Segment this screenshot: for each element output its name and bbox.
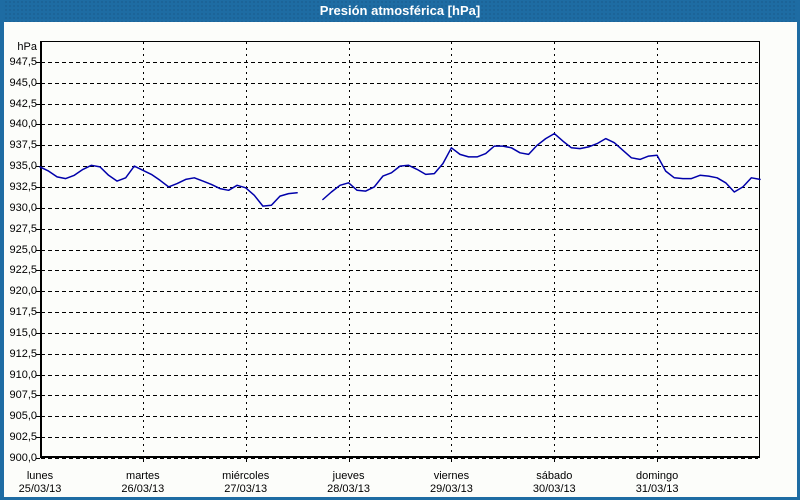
x-day-date: 27/03/13 bbox=[224, 483, 268, 495]
plot-box bbox=[36, 41, 761, 462]
window-title-bar: Presión atmosférica [hPa] bbox=[4, 0, 797, 22]
pressure-line bbox=[39, 164, 298, 207]
x-day-date: 28/03/13 bbox=[327, 483, 370, 495]
x-day-date: 29/03/13 bbox=[430, 483, 473, 495]
x-day-name: viernes bbox=[433, 470, 470, 482]
y-tick-label: 922,5 bbox=[9, 264, 37, 277]
y-tick-label: 910,0 bbox=[9, 368, 37, 381]
y-tick-label: 920,0 bbox=[9, 285, 37, 298]
x-day-name: lunes bbox=[26, 470, 54, 482]
y-axis-unit-label: hPa bbox=[17, 41, 37, 53]
x-day-date: 25/03/13 bbox=[18, 483, 62, 495]
y-tick-label: 927,5 bbox=[9, 222, 37, 235]
chart-area: hPa 947,5 945,0 942,5 940,0 937,5 935,0 932,5 9… bbox=[4, 22, 797, 497]
y-tick-label: 902,5 bbox=[9, 431, 37, 444]
pressure-chart-canvas bbox=[36, 41, 761, 462]
y-tick-label: 905,0 bbox=[9, 410, 37, 423]
gridlines bbox=[36, 42, 758, 462]
y-tick-label: 925,0 bbox=[9, 243, 37, 256]
window-title: Presión atmosférica [hPa] bbox=[319, 3, 481, 18]
x-day-date: 30/03/13 bbox=[532, 483, 576, 495]
y-tick-label: 915,0 bbox=[9, 326, 37, 339]
pressure-line bbox=[322, 132, 761, 201]
x-day-name: domingo bbox=[636, 470, 679, 482]
x-day-date: 26/03/13 bbox=[121, 483, 165, 495]
y-tick-label: 907,5 bbox=[9, 389, 37, 402]
y-tick-label: 917,5 bbox=[9, 306, 37, 319]
y-tick-label: 930,0 bbox=[9, 201, 37, 214]
x-day-date: 31/03/13 bbox=[635, 483, 679, 495]
y-tick-label: 940,0 bbox=[9, 118, 37, 131]
x-day-name: miércoles bbox=[222, 470, 270, 482]
y-tick-label: 935,0 bbox=[9, 160, 37, 173]
y-tick-label: 937,5 bbox=[9, 139, 37, 152]
x-day-name: martes bbox=[126, 470, 160, 482]
y-tick-label: 945,0 bbox=[9, 76, 37, 89]
y-tick-label: 912,5 bbox=[9, 347, 37, 360]
y-tick-label: 947,5 bbox=[9, 55, 37, 68]
y-tick-label: 900,0 bbox=[9, 452, 37, 464]
x-day-name: sábado bbox=[536, 470, 573, 482]
x-day-name: jueves bbox=[332, 470, 365, 482]
y-tick-label: 942,5 bbox=[9, 97, 37, 110]
y-tick-label: 932,5 bbox=[9, 180, 37, 193]
